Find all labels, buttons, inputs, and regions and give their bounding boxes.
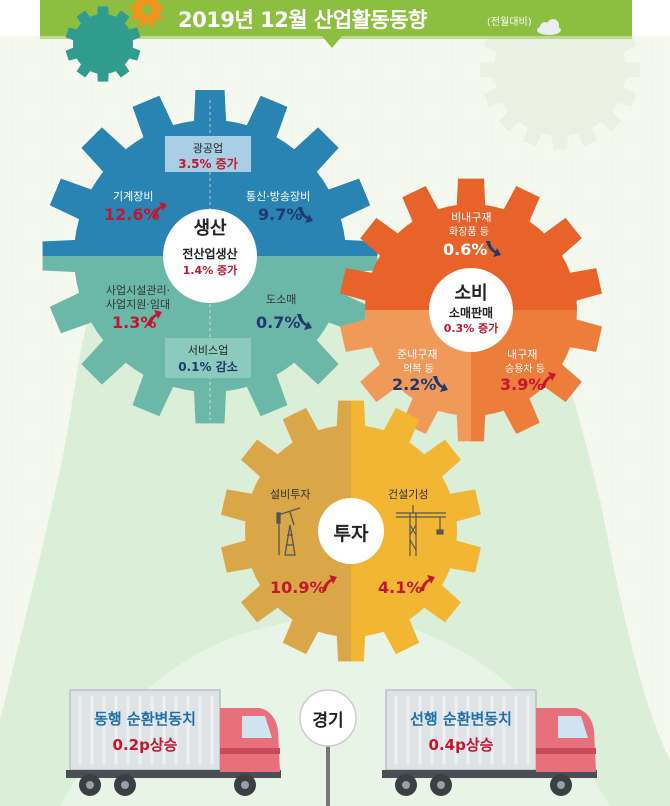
production-total-value: 1.4% 증가 (182, 264, 238, 277)
truck-icon (382, 689, 597, 796)
production-center-circle (163, 209, 257, 303)
leading-value: 0.4p상승 (428, 736, 494, 754)
coincident-value: 0.2p상승 (112, 736, 178, 754)
consumption-total-value: 0.3% 증가 (443, 322, 499, 335)
nondurable-label: 비내구재 (451, 211, 492, 224)
arrow-down-icon (433, 376, 448, 392)
durable-sub: 승용차 등 (505, 364, 545, 375)
arrow-up-icon (147, 310, 162, 326)
facility-value: 10.9% (270, 578, 326, 597)
mining-label: 광공업 (192, 142, 224, 155)
facility-label: 설비투자 (270, 488, 311, 501)
production-title: 생산 (193, 218, 227, 239)
arrow-up-icon (420, 575, 435, 591)
oil-pump-icon (276, 507, 301, 556)
mining-label-box (165, 136, 251, 172)
arrow-up-icon (322, 575, 337, 591)
services-value: 0.1% 감소 (178, 360, 238, 374)
gear-icon (130, 0, 164, 27)
telecom-label: 통신·방송장비 (246, 190, 311, 203)
nondurable-sub: 화장품 등 (449, 227, 489, 238)
semidurable-label: 준내구재 (397, 348, 438, 361)
investment-center-circle (318, 498, 384, 564)
arrow-up-icon (152, 202, 167, 218)
arrow-down-icon (297, 314, 312, 330)
wholesale-label: 도소매 (266, 293, 297, 306)
services-label: 서비스업 (187, 344, 229, 357)
investment-title: 투자 (333, 523, 369, 545)
consumption-total-label: 소매판매 (448, 306, 494, 320)
coincident-label: 동행 순환변동치 (94, 710, 196, 728)
consumption-center-circle (429, 268, 513, 352)
arrow-up-icon (541, 372, 556, 388)
wholesale-value: 0.7% (256, 313, 301, 332)
business-label-1: 사업시설관리· (105, 284, 171, 297)
signpost-icon (299, 689, 357, 806)
semidurable-sub: 의복 등 (403, 364, 434, 375)
business-label-2: 사업지원·임대 (105, 298, 171, 311)
truck-icon (66, 689, 281, 796)
production-total-label: 전산업생산 (182, 247, 238, 261)
mining-value: 3.5% 증가 (178, 157, 238, 171)
nondurable-value: 0.6% (443, 240, 488, 259)
durable-label: 내구재 (507, 348, 538, 361)
arrow-down-icon (486, 241, 501, 257)
services-label-box (165, 338, 251, 378)
durable-value: 3.9% (500, 375, 545, 394)
gear-icon (65, 6, 141, 82)
construction-value: 4.1% (378, 578, 423, 597)
crane-icon (396, 505, 446, 556)
page-title: 2019년 12월 산업활동동향 (178, 8, 427, 32)
cloud-icon (537, 19, 561, 35)
arrow-down-icon (298, 207, 313, 223)
leading-label: 선행 순환변동치 (410, 710, 512, 728)
business-value: 1.3% (112, 313, 157, 332)
page-subtitle: (전월대비) (487, 17, 532, 28)
semidurable-value: 2.2% (392, 375, 437, 394)
construction-label: 건설기성 (388, 488, 429, 501)
telecom-value: 9.7% (258, 205, 303, 224)
machinery-value: 12.6% (104, 205, 160, 224)
machinery-label: 기계장비 (113, 190, 154, 203)
economy-title: 경기 (312, 711, 344, 731)
consumption-title: 소비 (454, 283, 488, 304)
